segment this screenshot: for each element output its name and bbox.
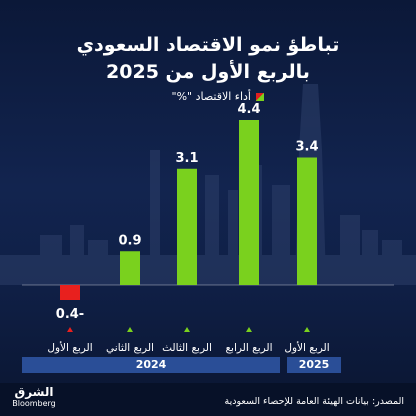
category-label-1: الربع الأول	[47, 341, 92, 354]
category-label-5: الربع الأول	[284, 341, 329, 354]
value-label-1: 0.4-	[56, 307, 84, 322]
value-label-2: 0.9	[118, 233, 141, 248]
chart-title-line-1: تباطؤ نمو الاقتصاد السعودي	[76, 34, 340, 56]
value-label-3: 3.1	[175, 151, 198, 166]
footer-band	[0, 383, 416, 416]
trend-marker-icon-2	[127, 327, 133, 332]
value-label-5: 3.4	[295, 140, 318, 155]
bar-5	[297, 157, 317, 285]
bar-4	[239, 120, 259, 285]
legend-swatch-icon	[256, 92, 264, 101]
chart-title-line-2: بالربع الأول من 2025	[106, 61, 310, 83]
year-label-2024: 2024	[22, 357, 280, 373]
logo-english-text: Bloomberg	[12, 399, 56, 408]
year-label-2025: 2025	[287, 357, 341, 373]
trend-marker-icon-3	[184, 327, 190, 332]
bar-3	[177, 168, 197, 285]
trend-marker-icon-5	[304, 327, 310, 332]
source-note: المصدر: بيانات الهيئة العامة للإحصاء الس…	[224, 396, 404, 407]
bar-1	[60, 285, 80, 300]
logo-arabic-text: الشرق	[14, 385, 54, 399]
value-label-4: 4.4	[237, 102, 260, 117]
legend-label: أداء الاقتصاد "%"	[171, 90, 251, 103]
category-label-3: الربع الثالث	[162, 342, 212, 354]
bar-2	[120, 251, 140, 285]
asharq-bloomberg-logo: الشرق Bloomberg	[12, 385, 56, 409]
trend-marker-icon-4	[246, 327, 252, 332]
trend-marker-icon-1	[67, 327, 73, 332]
legend: أداء الاقتصاد "%"	[172, 90, 264, 103]
category-label-2: الربع الثاني	[106, 342, 154, 354]
category-label-4: الربع الرابع	[225, 342, 272, 354]
